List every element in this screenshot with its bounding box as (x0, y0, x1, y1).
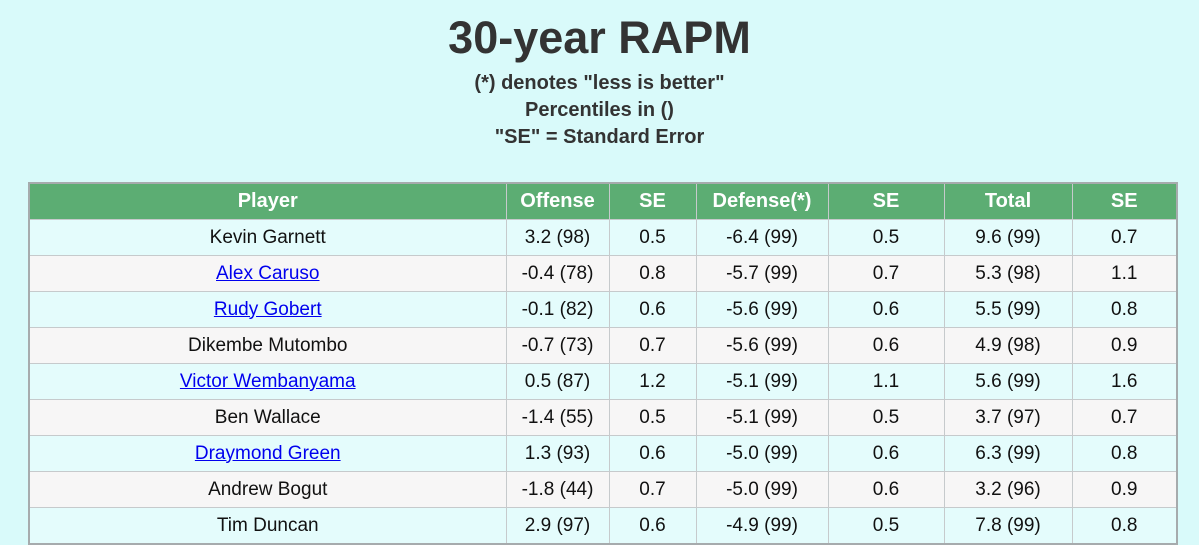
player-cell: Kevin Garnett (28, 219, 507, 256)
defense-cell: -5.7 (99) (695, 255, 829, 292)
defense-cell: -4.9 (99) (695, 507, 829, 545)
defense-cell: -5.1 (99) (695, 363, 829, 400)
offense-se-cell: 0.6 (608, 435, 697, 472)
table-body: Kevin Garnett 3.2 (98) 0.5 -6.4 (99) 0.5 9.6 … (28, 219, 1178, 545)
defense-se-cell: 0.7 (827, 255, 945, 292)
player-cell: Andrew Bogut (28, 471, 507, 508)
offense-se-cell: 0.6 (608, 291, 697, 328)
page-header: 30-year RAPM (*) denotes "less is better… (0, 0, 1199, 151)
table-row: Victor Wembanyama 0.5 (87) 1.2 -5.1 (99) 1.1… (28, 363, 1178, 400)
total-se-cell: 0.9 (1071, 471, 1178, 508)
player-link[interactable]: Draymond Green (194, 442, 341, 464)
total-se-cell: 0.9 (1071, 327, 1178, 364)
total-cell: 9.6 (99) (943, 219, 1073, 256)
offense-se-cell: 1.2 (608, 363, 697, 400)
table-row: Ben Wallace -1.4 (55) 0.5 -5.1 (99) 0.5 3.7 (… (28, 399, 1178, 436)
column-header-defense-se: SE (827, 182, 945, 220)
total-cell: 6.3 (99) (943, 435, 1073, 472)
offense-se-cell: 0.7 (608, 471, 697, 508)
column-header-player: Player (28, 182, 507, 220)
total-cell: 7.8 (99) (943, 507, 1073, 545)
player-cell: Victor Wembanyama (28, 363, 507, 400)
defense-cell: -5.1 (99) (695, 399, 829, 436)
player-link[interactable]: Rudy Gobert (213, 298, 322, 320)
defense-se-cell: 0.5 (827, 219, 945, 256)
column-header-offense-se: SE (608, 182, 697, 220)
table-row: Kevin Garnett 3.2 (98) 0.5 -6.4 (99) 0.5 9.6 … (28, 219, 1178, 256)
offense-se-cell: 0.7 (608, 327, 697, 364)
subtitle-percentiles: Percentiles in () (525, 99, 674, 121)
defense-se-cell: 0.5 (827, 507, 945, 545)
rapm-table: Player Offense SE Defense(*) SE Total SE Kevin… (28, 182, 1178, 545)
subtitle-less-is-better: (*) denotes "less is better" (474, 72, 725, 94)
defense-se-cell: 0.6 (827, 327, 945, 364)
offense-cell: -0.1 (82) (505, 291, 610, 328)
defense-se-cell: 0.6 (827, 291, 945, 328)
page-title: 30-year RAPM (448, 12, 751, 63)
defense-cell: -5.0 (99) (695, 435, 829, 472)
player-cell: Rudy Gobert (28, 291, 507, 328)
offense-cell: 1.3 (93) (505, 435, 610, 472)
total-se-cell: 1.6 (1071, 363, 1178, 400)
column-header-offense: Offense (505, 182, 610, 220)
player-cell: Alex Caruso (28, 255, 507, 292)
table-row: Dikembe Mutombo -0.7 (73) 0.7 -5.6 (99) 0.6 4… (28, 327, 1178, 364)
total-se-cell: 0.7 (1071, 399, 1178, 436)
total-se-cell: 0.8 (1071, 291, 1178, 328)
defense-se-cell: 1.1 (827, 363, 945, 400)
offense-cell: -1.4 (55) (505, 399, 610, 436)
offense-se-cell: 0.6 (608, 507, 697, 545)
total-se-cell: 0.8 (1071, 435, 1178, 472)
total-cell: 5.5 (99) (943, 291, 1073, 328)
subtitle-standard-error: "SE" = Standard Error (494, 126, 705, 148)
total-se-cell: 1.1 (1071, 255, 1178, 292)
subtitle-block: (*) denotes "less is better" Percentiles… (0, 70, 1199, 151)
player-cell: Draymond Green (28, 435, 507, 472)
defense-se-cell: 0.6 (827, 471, 945, 508)
defense-cell: -5.6 (99) (695, 327, 829, 364)
table-row: Andrew Bogut -1.8 (44) 0.7 -5.0 (99) 0.6 3.2 … (28, 471, 1178, 508)
player-cell: Ben Wallace (28, 399, 507, 436)
player-link[interactable]: Alex Caruso (216, 262, 320, 284)
offense-cell: -1.8 (44) (505, 471, 610, 508)
offense-cell: 2.9 (97) (505, 507, 610, 545)
column-header-defense: Defense(*) (695, 182, 829, 220)
defense-cell: -5.6 (99) (695, 291, 829, 328)
table-header-row: Player Offense SE Defense(*) SE Total SE (28, 182, 1178, 220)
defense-se-cell: 0.6 (827, 435, 945, 472)
column-header-total: Total (943, 182, 1073, 220)
player-link[interactable]: Victor Wembanyama (179, 370, 356, 392)
table-row: Tim Duncan 2.9 (97) 0.6 -4.9 (99) 0.5 7.8 (99… (28, 507, 1178, 545)
table-row: Rudy Gobert -0.1 (82) 0.6 -5.6 (99) 0.6 5.5 (… (28, 291, 1178, 328)
total-se-cell: 0.8 (1071, 507, 1178, 545)
offense-se-cell: 0.5 (608, 399, 697, 436)
offense-se-cell: 0.5 (608, 219, 697, 256)
total-cell: 5.6 (99) (943, 363, 1073, 400)
table-row: Draymond Green 1.3 (93) 0.6 -5.0 (99) 0.6 6.3… (28, 435, 1178, 472)
defense-cell: -5.0 (99) (695, 471, 829, 508)
total-se-cell: 0.7 (1071, 219, 1178, 256)
defense-se-cell: 0.5 (827, 399, 945, 436)
offense-cell: -0.4 (78) (505, 255, 610, 292)
total-cell: 3.2 (96) (943, 471, 1073, 508)
column-header-total-se: SE (1071, 182, 1178, 220)
offense-cell: 0.5 (87) (505, 363, 610, 400)
player-cell: Tim Duncan (28, 507, 507, 545)
offense-cell: -0.7 (73) (505, 327, 610, 364)
total-cell: 5.3 (98) (943, 255, 1073, 292)
defense-cell: -6.4 (99) (695, 219, 829, 256)
offense-cell: 3.2 (98) (505, 219, 610, 256)
total-cell: 3.7 (97) (943, 399, 1073, 436)
player-cell: Dikembe Mutombo (28, 327, 507, 364)
table-row: Alex Caruso -0.4 (78) 0.8 -5.7 (99) 0.7 5.3 (… (28, 255, 1178, 292)
offense-se-cell: 0.8 (608, 255, 697, 292)
total-cell: 4.9 (98) (943, 327, 1073, 364)
